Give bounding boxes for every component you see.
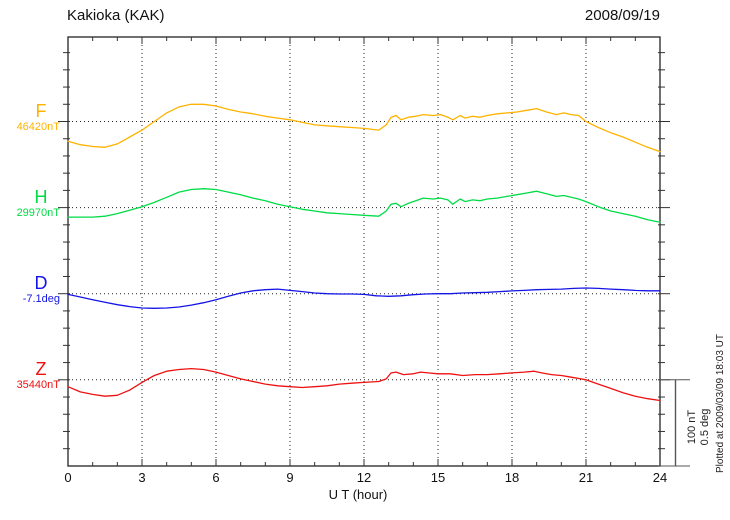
- date-label: 2008/09/19: [584, 7, 660, 24]
- station-title: Kakioka (KAK): [67, 7, 165, 24]
- channel-label-Z: Z: [35, 358, 47, 379]
- x-tick-label-15: 15: [430, 470, 446, 485]
- trace-F: [67, 103, 661, 153]
- x-tick-label-9: 9: [286, 470, 294, 485]
- x-tick-label-6: 6: [212, 470, 220, 485]
- x-axis-label: U T (hour): [328, 487, 388, 502]
- trace-H: [67, 188, 661, 223]
- scale-bar-label: 100 nT 0.5 deg: [686, 401, 712, 453]
- x-tick-label-0: 0: [64, 470, 72, 485]
- channel-label-H: H: [34, 186, 48, 207]
- channel-baseline-value-Z: 35440nT: [16, 378, 60, 391]
- channel-label-D: D: [34, 272, 48, 293]
- x-tick-label-21: 21: [578, 470, 594, 485]
- x-tick-label-3: 3: [138, 470, 146, 485]
- scale-bar-label-nt: 100 nT: [686, 409, 698, 445]
- channel-baseline-value-H: 29970nT: [16, 206, 60, 219]
- channel-label-F: F: [35, 100, 47, 121]
- plot-border: [67, 36, 661, 467]
- plotted-at-watermark: Plotted at 2009/03/09 18:03 UT: [715, 334, 726, 473]
- channel-baseline-value-F: 46420nT: [16, 120, 60, 133]
- scale-bar-label-deg: 0.5 deg: [699, 408, 711, 446]
- trace-D: [67, 287, 661, 309]
- trace-Z: [67, 367, 661, 402]
- channel-baseline-value-D: -7.1deg: [22, 292, 60, 305]
- x-tick-label-24: 24: [652, 470, 668, 485]
- x-tick-label-12: 12: [356, 470, 372, 485]
- x-tick-label-18: 18: [504, 470, 520, 485]
